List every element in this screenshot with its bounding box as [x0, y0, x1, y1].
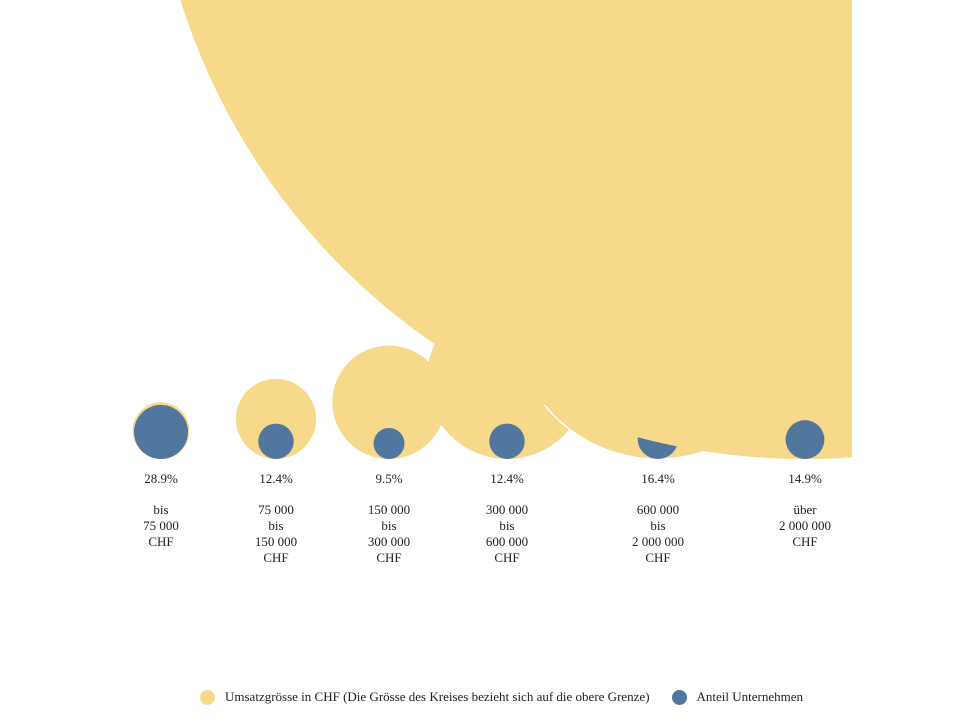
legend-swatch-anteil	[671, 689, 687, 705]
category-label-2-line-3: 150 000	[255, 534, 297, 549]
category-label-2-line-2: bis	[268, 518, 283, 533]
category-label-3-line-3: 300 000	[368, 534, 410, 549]
share-label-1: 28.9%	[144, 471, 178, 486]
anteil-circle-3	[373, 427, 405, 459]
legend-item-umsatz: Umsatzgrösse in CHF (Die Grösse des Krei…	[200, 689, 650, 705]
category-label-3-line-1: 150 000	[368, 502, 410, 517]
category-label-4-line-4: CHF	[494, 550, 519, 565]
category-label-2-line-1: 75 000	[258, 502, 294, 517]
category-label-4-line-2: bis	[499, 518, 514, 533]
category-label-3-line-2: bis	[381, 518, 396, 533]
category-label-1-line-2: 75 000	[143, 518, 179, 533]
category-label-5-line-2: bis	[650, 518, 665, 533]
share-label-5: 16.4%	[641, 471, 675, 486]
category-label-2-line-4: CHF	[263, 550, 288, 565]
category-label-4-line-3: 600 000	[486, 534, 528, 549]
legend: Umsatzgrösse in CHF (Die Grösse des Krei…	[200, 689, 825, 705]
umsatz-circle-6	[180, 0, 852, 459]
category-label-3-line-4: CHF	[376, 550, 401, 565]
category-label-6-line-3: CHF	[792, 534, 817, 549]
share-label-3: 9.5%	[375, 471, 402, 486]
share-label-6: 14.9%	[788, 471, 822, 486]
category-label-4-line-1: 300 000	[486, 502, 528, 517]
category-label-6-line-2: 2 000 000	[779, 518, 831, 533]
category-label-5-line-4: CHF	[645, 550, 670, 565]
category-label-1-line-1: bis	[153, 502, 168, 517]
legend-label-umsatz: Umsatzgrösse in CHF (Die Grösse des Krei…	[225, 689, 650, 704]
share-label-2: 12.4%	[259, 471, 293, 486]
category-label-1-line-3: CHF	[148, 534, 173, 549]
legend-swatch-umsatz	[200, 689, 215, 705]
legend-label-anteil: Anteil Unternehmen	[696, 689, 804, 704]
anteil-circle-1	[133, 404, 189, 459]
umsatz-circle-3	[332, 345, 446, 460]
share-label-4: 12.4%	[490, 471, 524, 486]
umsatz-circle-2	[235, 378, 317, 459]
category-label-5-line-1: 600 000	[637, 502, 679, 517]
anteil-circle-2	[258, 423, 294, 459]
anteil-circle-4	[489, 423, 525, 459]
category-label-5-line-3: 2 000 000	[632, 534, 684, 549]
anteil-circle-6	[785, 420, 825, 460]
category-label-6-line-1: über	[793, 502, 817, 517]
legend-item-anteil: Anteil Unternehmen	[671, 689, 804, 705]
